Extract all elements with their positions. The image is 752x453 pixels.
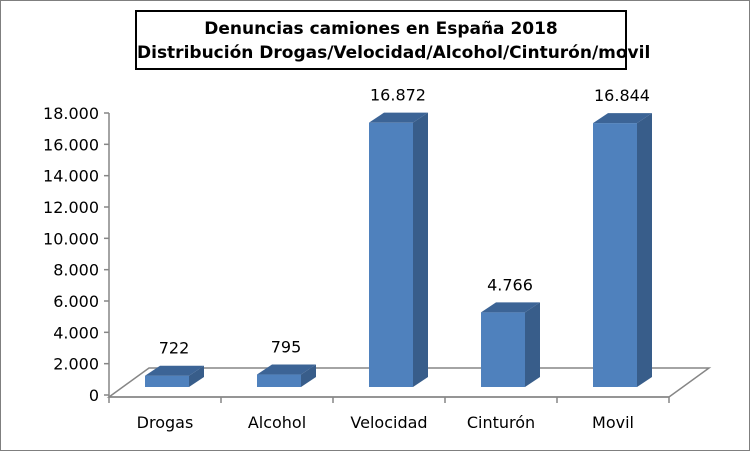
data-label: 4.766	[487, 275, 533, 294]
x-category-label: Cinturón	[467, 413, 535, 432]
bar-side	[189, 365, 204, 387]
bar-top	[257, 364, 316, 375]
chart-title-box: Denuncias camiones en España 2018 Distri…	[135, 10, 651, 70]
x-category-label: Movil	[592, 413, 634, 432]
y-tick-label: 14.000	[43, 167, 99, 186]
data-label: 722	[159, 339, 190, 358]
x-category-label: Drogas	[137, 413, 194, 432]
bar-side	[525, 302, 540, 387]
y-tick-label: 6.000	[53, 292, 99, 311]
bar-cinturón	[481, 302, 540, 387]
y-tick-label: 18.000	[43, 104, 99, 123]
data-label: 16.872	[370, 86, 426, 105]
bar-movil	[593, 113, 652, 388]
bar-drogas	[145, 365, 204, 387]
bar-front	[145, 375, 189, 387]
data-label: 16.844	[594, 86, 650, 105]
bar-front	[593, 123, 637, 388]
y-tick-label: 16.000	[43, 135, 99, 154]
bar-side	[301, 364, 316, 387]
bar-top	[369, 112, 428, 123]
bar-top	[481, 302, 540, 313]
y-tick-label: 0	[89, 386, 99, 405]
label-layer: 722 Drogas 795 Alcohol 16.872 Velocidad 4.766 C…	[137, 86, 650, 432]
bar-side	[637, 113, 652, 388]
y-tick-label: 2.000	[53, 355, 99, 374]
bar-top	[145, 365, 204, 376]
chart-title: Denuncias camiones en España 2018	[204, 19, 558, 39]
x-category-label: Velocidad	[350, 413, 427, 432]
bar-alcohol	[257, 364, 316, 387]
bar-layer	[145, 112, 652, 388]
x-category-label: Alcohol	[248, 413, 306, 432]
bar-velocidad	[369, 112, 428, 387]
y-tick-label: 10.000	[43, 229, 99, 248]
y-tick-label: 4.000	[53, 323, 99, 342]
y-tick-label: 12.000	[43, 198, 99, 217]
bar-front	[257, 374, 301, 387]
chart-subtitle: Distribución Drogas/Velocidad/Alcohol/Ci…	[137, 43, 651, 63]
bar-front	[481, 312, 525, 387]
bar-top	[593, 113, 652, 124]
bar-front	[369, 122, 413, 387]
bar-side	[413, 112, 428, 387]
axis-layer: 0 2.000 4.000 6.000 8.000 10.000 12.000 14.000 1…	[43, 104, 670, 405]
y-tick-label: 8.000	[53, 261, 99, 280]
data-label: 795	[271, 338, 302, 357]
